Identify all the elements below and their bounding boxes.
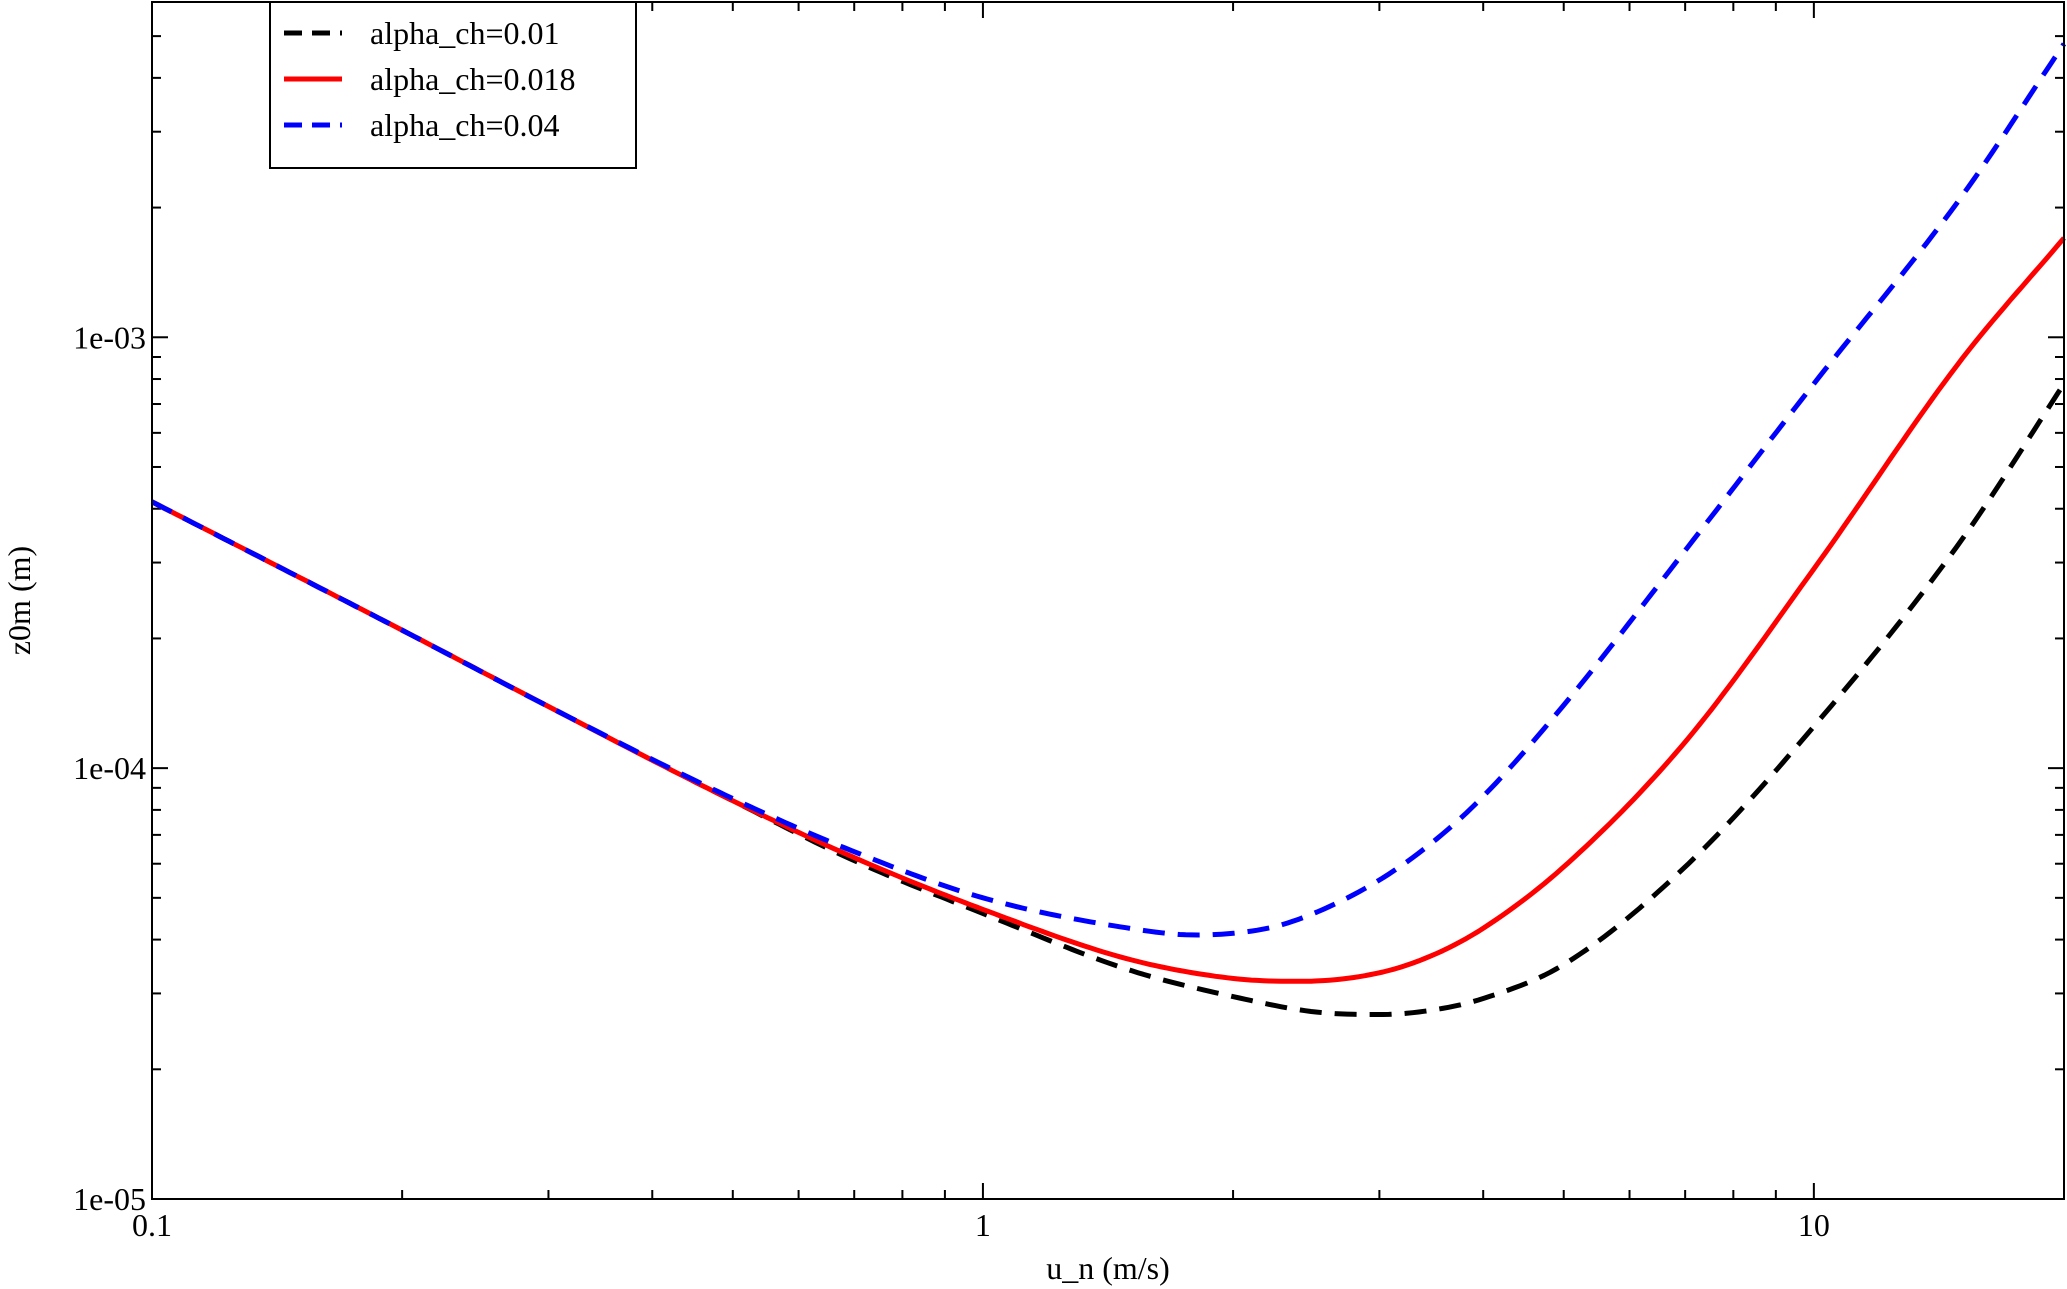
y-tick-label: 1e-05 [73, 1181, 146, 1217]
legend-label: alpha_ch=0.018 [370, 61, 576, 97]
y-tick-label: 1e-03 [73, 319, 146, 355]
x-tick-label: 1 [975, 1207, 991, 1243]
legend-label: alpha_ch=0.01 [370, 15, 560, 51]
y-axis-label: z0m (m) [1, 546, 37, 655]
x-tick-label: 10 [1798, 1207, 1830, 1243]
series-line-3 [150, 42, 2067, 938]
x-tick-label: 0.1 [132, 1207, 172, 1243]
y-tick-label: 1e-04 [73, 750, 146, 786]
legend: alpha_ch=0.01 alpha_ch=0.018 alpha_ch=0.04 [269, 1, 637, 169]
ticks-layer: 0.1 1 10 1e-05 1e-04 1e-03 [73, 1, 2065, 1243]
legend-label: alpha_ch=0.04 [370, 107, 560, 143]
plot-frame [151, 1, 2065, 1200]
series-line-2 [150, 236, 2066, 984]
legend-box [269, 1, 637, 169]
x-axis-label: u_n (m/s) [1046, 1250, 1170, 1286]
series-line-1 [150, 382, 2067, 1017]
series-layer [150, 42, 2067, 1017]
